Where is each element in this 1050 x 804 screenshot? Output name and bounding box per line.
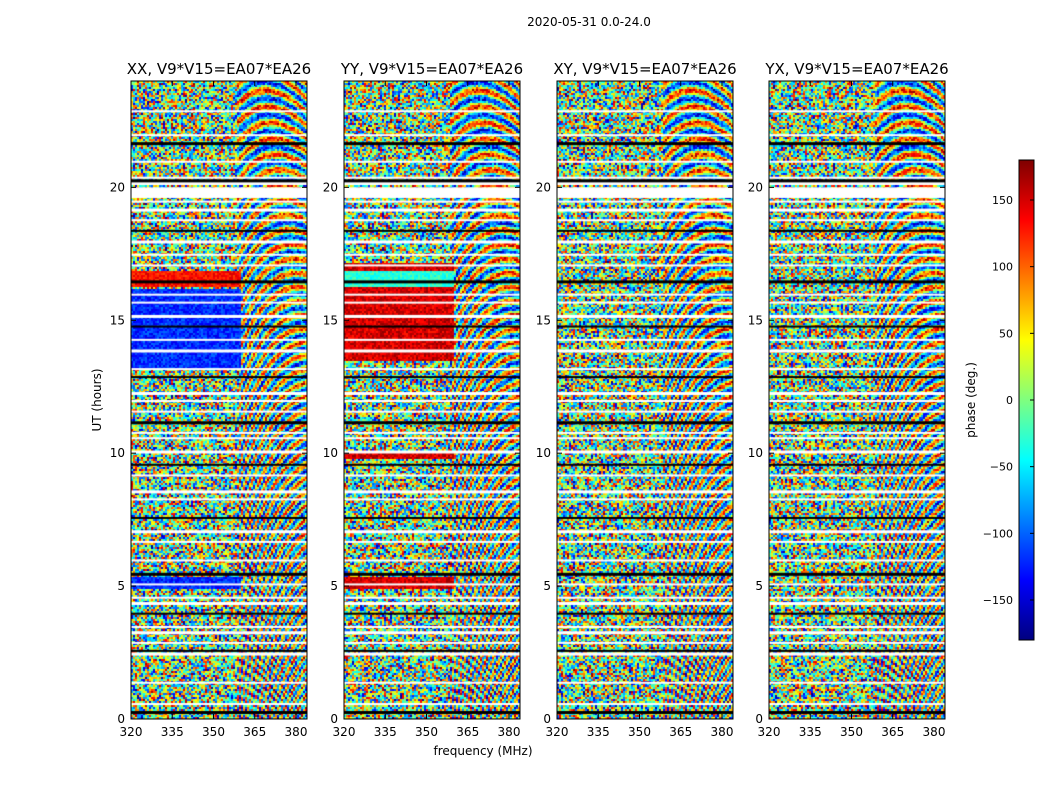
axes-frame xyxy=(130,80,308,720)
panel-title: YY, V9*V15=EA07*EA26 xyxy=(340,60,523,78)
y-tick-label: 0 xyxy=(755,712,763,726)
x-tick-label: 335 xyxy=(161,725,184,739)
y-tick-label: 15 xyxy=(536,313,551,327)
panels-layer: XX, V9*V15=EA07*EA26 320 335 350 365 380 0 5 10 1… xyxy=(110,60,949,739)
y-axis-label: UT (hours) xyxy=(90,368,104,431)
x-axis-label: frequency (MHz) xyxy=(433,744,532,758)
colorbar: 150 100 50 0 −50 −100 −150 xyxy=(983,159,1035,641)
x-tick-label: 365 xyxy=(881,725,904,739)
x-tick-label: 350 xyxy=(628,725,651,739)
panel-xy: XY, V9*V15=EA07*EA26 320 335 350 365 380 0 5 10 1… xyxy=(536,60,737,739)
axes-frame xyxy=(768,80,946,720)
colorbar-tick-label: −100 xyxy=(983,527,1013,540)
y-tick-label: 0 xyxy=(543,712,551,726)
y-tick-label: 15 xyxy=(110,313,125,327)
axes-frame xyxy=(343,80,521,720)
x-tick-label: 320 xyxy=(758,725,781,739)
phase-heatmap xyxy=(557,81,733,719)
y-tick-label: 15 xyxy=(748,313,763,327)
y-tick-label: 20 xyxy=(110,180,125,194)
y-tick-label: 20 xyxy=(536,180,551,194)
y-tick-label: 20 xyxy=(323,180,338,194)
y-tick-label: 10 xyxy=(748,446,763,460)
panel-yy: YY, V9*V15=EA07*EA26 320 335 350 365 380 0 5 10 1… xyxy=(323,60,523,739)
y-tick-label: 10 xyxy=(323,446,338,460)
figure-suptitle: 2020-05-31 0.0-24.0 xyxy=(527,15,651,29)
x-tick-label: 350 xyxy=(840,725,863,739)
panel-xx: XX, V9*V15=EA07*EA26 320 335 350 365 380 0 5 10 1… xyxy=(110,60,312,739)
y-tick-label: 0 xyxy=(117,712,125,726)
x-tick-label: 320 xyxy=(120,725,143,739)
colorbar-tick-label: 100 xyxy=(992,261,1013,274)
x-tick-label: 335 xyxy=(374,725,397,739)
x-tick-label: 380 xyxy=(498,725,521,739)
x-tick-label: 365 xyxy=(456,725,479,739)
y-tick-label: 10 xyxy=(536,446,551,460)
x-tick-label: 380 xyxy=(923,725,946,739)
colorbar-tick-label: 150 xyxy=(992,194,1013,207)
colorbar-tick-label: −50 xyxy=(990,461,1013,474)
colorbar-tick-label: 50 xyxy=(999,327,1013,340)
panel-title: XY, V9*V15=EA07*EA26 xyxy=(553,60,736,78)
x-tick-label: 320 xyxy=(333,725,356,739)
phase-heatmap xyxy=(769,81,945,719)
x-tick-label: 350 xyxy=(415,725,438,739)
y-tick-label: 5 xyxy=(330,579,338,593)
y-tick-label: 20 xyxy=(748,180,763,194)
panel-title: XX, V9*V15=EA07*EA26 xyxy=(127,60,311,78)
y-tick-label: 5 xyxy=(117,579,125,593)
phase-heatmap xyxy=(131,81,307,719)
y-tick-label: 5 xyxy=(543,579,551,593)
x-tick-label: 335 xyxy=(799,725,822,739)
colorbar-label: phase (deg.) xyxy=(964,362,978,438)
y-tick-label: 5 xyxy=(755,579,763,593)
colorbar-tick-label: −150 xyxy=(983,594,1013,607)
y-tick-label: 0 xyxy=(330,712,338,726)
phase-heatmap xyxy=(344,81,520,719)
x-tick-label: 365 xyxy=(669,725,692,739)
y-tick-label: 15 xyxy=(323,313,338,327)
x-tick-label: 365 xyxy=(243,725,266,739)
x-tick-label: 380 xyxy=(285,725,308,739)
panel-yx: YX, V9*V15=EA07*EA26 320 335 350 365 380 0 5 10 1… xyxy=(748,60,949,739)
y-tick-label: 10 xyxy=(110,446,125,460)
x-tick-label: 350 xyxy=(202,725,225,739)
colorbar-tick-label: 0 xyxy=(1006,394,1013,407)
panel-title: YX, V9*V15=EA07*EA26 xyxy=(764,60,948,78)
x-tick-label: 380 xyxy=(711,725,734,739)
axes-frame xyxy=(556,80,734,720)
x-tick-label: 335 xyxy=(587,725,610,739)
x-tick-label: 320 xyxy=(546,725,569,739)
